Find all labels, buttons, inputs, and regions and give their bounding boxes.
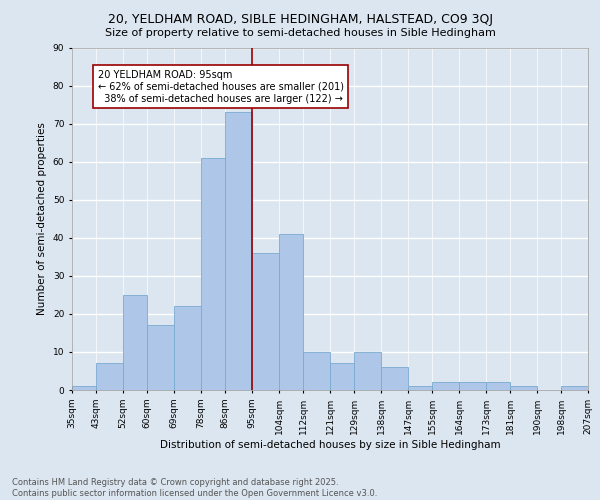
Bar [486,382,510,390]
Bar [330,364,354,390]
Bar [303,352,330,390]
Bar [147,326,174,390]
Bar [225,112,252,390]
Bar [432,382,459,390]
Bar [201,158,225,390]
Bar [123,295,147,390]
Text: Size of property relative to semi-detached houses in Sible Hedingham: Size of property relative to semi-detach… [104,28,496,38]
Bar [510,386,537,390]
Bar [252,253,279,390]
Text: Contains HM Land Registry data © Crown copyright and database right 2025.
Contai: Contains HM Land Registry data © Crown c… [12,478,377,498]
X-axis label: Distribution of semi-detached houses by size in Sible Hedingham: Distribution of semi-detached houses by … [160,440,500,450]
Bar [459,382,486,390]
Bar [174,306,201,390]
Bar [279,234,303,390]
Bar [408,386,432,390]
Bar [354,352,381,390]
Y-axis label: Number of semi-detached properties: Number of semi-detached properties [37,122,47,315]
Bar [72,386,96,390]
Text: 20, YELDHAM ROAD, SIBLE HEDINGHAM, HALSTEAD, CO9 3QJ: 20, YELDHAM ROAD, SIBLE HEDINGHAM, HALST… [107,12,493,26]
Bar [561,386,588,390]
Bar [96,364,123,390]
Text: 20 YELDHAM ROAD: 95sqm
← 62% of semi-detached houses are smaller (201)
  38% of : 20 YELDHAM ROAD: 95sqm ← 62% of semi-det… [97,70,343,104]
Bar [381,367,408,390]
